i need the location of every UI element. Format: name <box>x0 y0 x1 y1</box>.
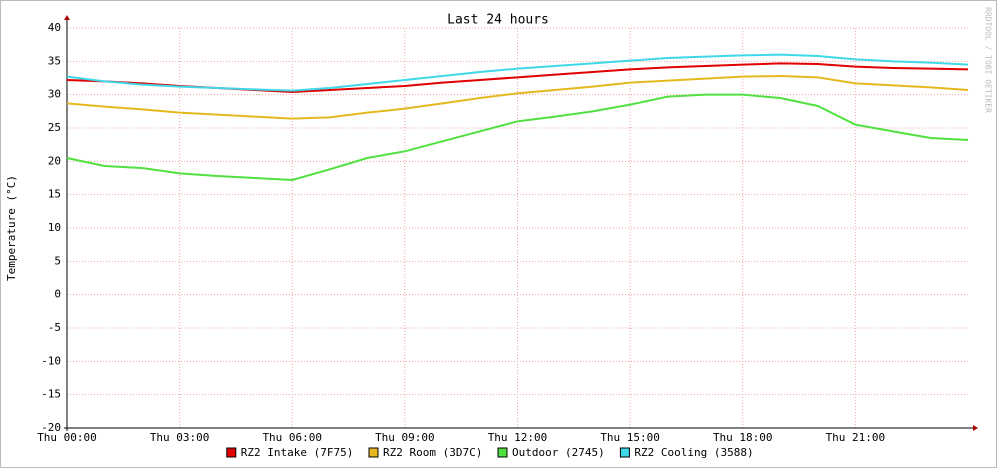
y-tick-label: -20 <box>41 421 61 434</box>
y-tick-label: 40 <box>48 21 61 34</box>
x-tick-label: Thu 21:00 <box>826 431 886 444</box>
watermark: RRDTOOL / TOBI OETIKER <box>984 7 993 113</box>
legend-label: RZ2 Intake (7F75) <box>241 446 354 459</box>
legend-swatch <box>619 447 630 458</box>
axis-arrow <box>64 15 70 20</box>
legend-label: RZ2 Room (3D7C) <box>383 446 482 459</box>
x-tick-label: Thu 09:00 <box>375 431 435 444</box>
y-tick-label: -10 <box>41 354 61 367</box>
y-tick-label: 0 <box>54 288 61 301</box>
y-tick-label: 30 <box>48 88 61 101</box>
legend-label: Outdoor (2745) <box>512 446 605 459</box>
legend-swatch <box>497 447 508 458</box>
y-tick-label: 35 <box>48 54 61 67</box>
y-tick-label: 15 <box>48 188 61 201</box>
x-tick-label: Thu 03:00 <box>150 431 210 444</box>
y-tick-label: 10 <box>48 221 61 234</box>
y-tick-label: 5 <box>54 254 61 267</box>
y-tick-label: 25 <box>48 121 61 134</box>
x-tick-label: Thu 12:00 <box>488 431 548 444</box>
y-tick-label: 20 <box>48 154 61 167</box>
chart-title: Last 24 hours <box>447 13 549 28</box>
series-line <box>66 93 969 182</box>
legend-label: RZ2 Cooling (3588) <box>634 446 753 459</box>
axis-arrow <box>973 425 978 431</box>
y-axis-label: Temperature (°C) <box>5 175 18 281</box>
legend-swatch <box>368 447 379 458</box>
series-line <box>66 74 969 120</box>
x-tick-label: Thu 18:00 <box>713 431 773 444</box>
legend-swatch <box>226 447 237 458</box>
x-tick-label: Thu 15:00 <box>600 431 660 444</box>
y-tick-label: -15 <box>41 388 61 401</box>
x-tick-label: Thu 00:00 <box>37 431 97 444</box>
y-tick-label: -5 <box>48 321 61 334</box>
series-line <box>66 53 969 92</box>
x-tick-label: Thu 06:00 <box>262 431 322 444</box>
